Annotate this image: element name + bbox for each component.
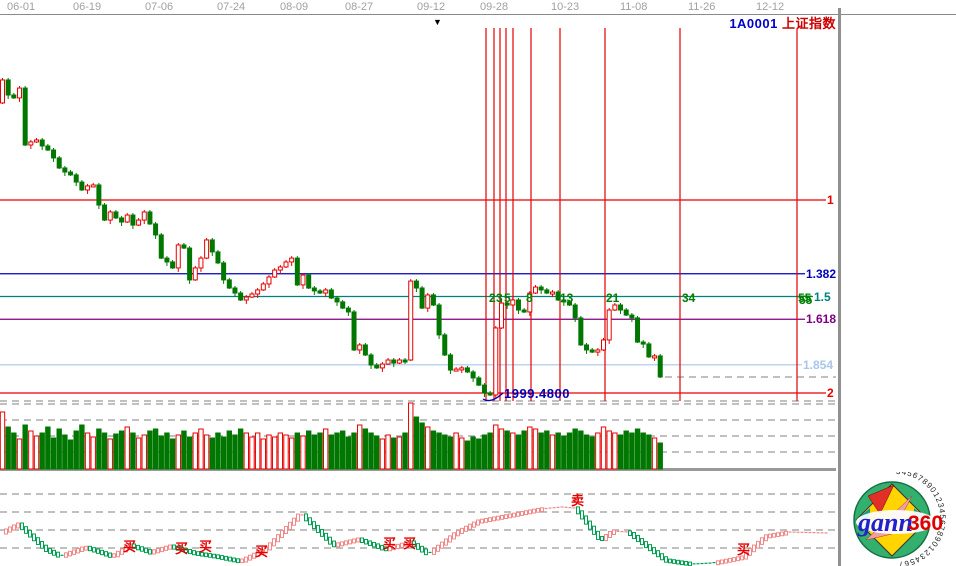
date-label: 06-19 bbox=[73, 1, 102, 13]
date-label: 09-12 bbox=[417, 1, 446, 13]
oscillator-series bbox=[4, 506, 828, 566]
level-label: 1.854 bbox=[803, 357, 834, 372]
level-label-55: 55 bbox=[799, 293, 813, 307]
logo-text-band bbox=[856, 510, 936, 534]
symbol-code: 1A0001 bbox=[729, 16, 778, 31]
buy-marker: 买 bbox=[255, 544, 269, 559]
date-label: 08-09 bbox=[280, 1, 309, 13]
date-label: 11-26 bbox=[688, 1, 716, 13]
gann360-logo: 34567890123456789012345678901234 gann 36… bbox=[845, 465, 952, 566]
pane-splitter[interactable] bbox=[838, 8, 841, 566]
symbol-name: 上证指数 bbox=[781, 16, 836, 31]
date-label: 07-24 bbox=[217, 1, 246, 13]
fib-time-label: 5 bbox=[504, 291, 511, 305]
buy-marker: 买 bbox=[175, 541, 189, 556]
level-label: 1 bbox=[827, 193, 834, 207]
fib-time-label: 8 bbox=[526, 291, 533, 305]
volume-series bbox=[0, 402, 663, 470]
fib-time-label: 13 bbox=[560, 291, 574, 305]
level-label: 2 bbox=[827, 386, 834, 400]
buy-marker: 买 bbox=[199, 539, 213, 554]
buy-marker: 买 bbox=[737, 542, 751, 557]
fib-time-label: 21 bbox=[606, 291, 620, 305]
date-label: 10-23 bbox=[551, 1, 580, 13]
level-label: 1.5 bbox=[814, 289, 831, 304]
time-marker-triangle: ▼ bbox=[433, 17, 442, 27]
level-label: 1.618 bbox=[806, 312, 837, 327]
fib-time-label: 3 bbox=[496, 291, 503, 305]
fib-time-label: 2 bbox=[489, 291, 496, 305]
date-label: 12-12 bbox=[756, 1, 785, 13]
low-price-annotation: 1999.4800 bbox=[504, 386, 570, 401]
fib-time-label: 55 bbox=[798, 291, 812, 305]
date-label: 06-01 bbox=[7, 1, 36, 13]
level-label: 1.382 bbox=[806, 266, 837, 281]
fib-time-label: 34 bbox=[682, 291, 696, 305]
candlestick-series bbox=[0, 77, 663, 399]
logo-red-triangle bbox=[867, 484, 895, 515]
date-label: 08-27 bbox=[345, 1, 374, 13]
buy-marker: 买 bbox=[123, 539, 137, 554]
date-label: 11-08 bbox=[620, 1, 648, 13]
date-label: 09-28 bbox=[480, 1, 509, 13]
buy-marker: 买 bbox=[383, 536, 397, 551]
buy-marker: 买 bbox=[403, 536, 417, 551]
date-label: 07-06 bbox=[145, 1, 174, 13]
logo-text-360: 360 bbox=[908, 512, 943, 535]
logo-text-gann: gann bbox=[857, 508, 913, 537]
sell-marker: 卖 bbox=[571, 493, 585, 508]
symbol-title: 1A0001 上证指数 bbox=[700, 13, 836, 32]
